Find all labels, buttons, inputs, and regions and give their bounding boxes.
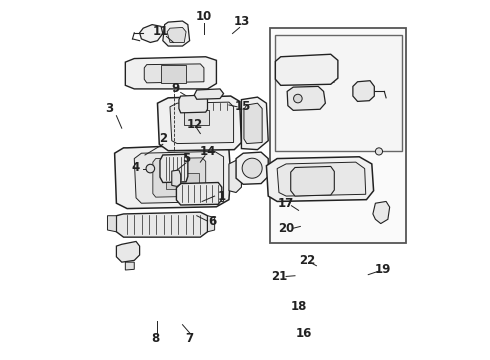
Text: 14: 14 <box>199 145 216 158</box>
Text: 18: 18 <box>291 300 307 313</box>
Polygon shape <box>161 65 186 83</box>
Text: 3: 3 <box>105 102 113 115</box>
Bar <box>167 173 198 189</box>
Polygon shape <box>160 154 188 183</box>
Text: 10: 10 <box>196 10 212 23</box>
Polygon shape <box>207 216 215 232</box>
Polygon shape <box>242 97 268 150</box>
Polygon shape <box>267 157 373 202</box>
Text: 19: 19 <box>374 263 391 276</box>
Polygon shape <box>291 166 334 196</box>
Polygon shape <box>179 95 207 113</box>
Polygon shape <box>194 89 223 99</box>
Text: 13: 13 <box>233 14 249 27</box>
Polygon shape <box>157 96 242 151</box>
Bar <box>270 28 406 243</box>
Text: 15: 15 <box>235 100 251 113</box>
Polygon shape <box>115 144 231 208</box>
Bar <box>184 111 209 125</box>
Text: 17: 17 <box>278 197 294 210</box>
Text: 4: 4 <box>132 161 140 174</box>
Polygon shape <box>353 81 374 102</box>
Polygon shape <box>229 160 242 193</box>
Circle shape <box>375 148 383 155</box>
Polygon shape <box>172 170 181 186</box>
Text: 16: 16 <box>296 327 312 340</box>
Polygon shape <box>170 102 234 144</box>
Text: 8: 8 <box>151 333 160 346</box>
Polygon shape <box>373 202 390 224</box>
Polygon shape <box>134 152 223 203</box>
Polygon shape <box>277 162 366 196</box>
Polygon shape <box>163 21 190 46</box>
Text: 9: 9 <box>171 82 179 95</box>
Text: 11: 11 <box>153 25 169 38</box>
Circle shape <box>294 94 302 103</box>
Polygon shape <box>275 54 338 85</box>
Text: 6: 6 <box>209 215 217 228</box>
Text: 20: 20 <box>278 222 294 235</box>
Circle shape <box>242 158 262 178</box>
Polygon shape <box>167 27 186 42</box>
Circle shape <box>146 164 155 173</box>
Polygon shape <box>125 57 217 89</box>
Polygon shape <box>125 262 134 270</box>
Text: 12: 12 <box>187 118 203 131</box>
Polygon shape <box>144 64 204 83</box>
Polygon shape <box>117 212 207 237</box>
Polygon shape <box>287 86 325 111</box>
Text: 2: 2 <box>159 132 167 145</box>
Polygon shape <box>236 152 268 184</box>
Text: 1: 1 <box>218 190 226 203</box>
Polygon shape <box>153 158 206 197</box>
Polygon shape <box>117 242 140 262</box>
Polygon shape <box>140 24 163 42</box>
Polygon shape <box>244 103 262 144</box>
Bar <box>275 35 402 152</box>
Text: 7: 7 <box>186 333 194 346</box>
Text: 5: 5 <box>182 152 190 165</box>
Polygon shape <box>176 183 222 205</box>
Text: 21: 21 <box>271 270 287 283</box>
Polygon shape <box>107 216 117 232</box>
Text: 22: 22 <box>299 254 316 267</box>
